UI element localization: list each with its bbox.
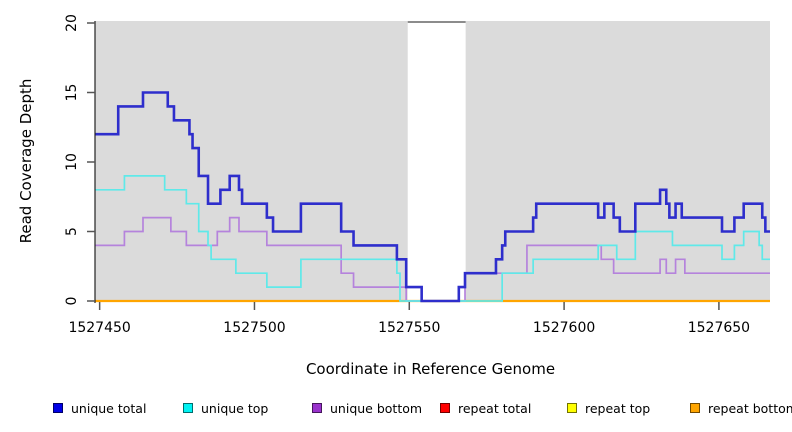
y-tick-label: 20: [64, 14, 80, 32]
x-tick-label: 1527600: [533, 320, 595, 336]
legend-swatch-icon: [183, 403, 193, 413]
x-tick-label: 1527500: [223, 320, 285, 336]
y-tick-label: 10: [64, 153, 80, 171]
legend-label: unique total: [71, 400, 147, 416]
legend-label: unique bottom: [330, 400, 423, 416]
legend-label: repeat bottom: [708, 400, 792, 416]
legend-item-unique-bottom: unique bottom: [312, 398, 422, 418]
series-line-unique-bottom: [95, 216, 770, 302]
legend-swatch-icon: [312, 403, 322, 413]
legend-item-repeat-top: repeat top: [567, 398, 650, 418]
chart-canvas: 0 5 10 15 20 1527450 1527500 1527550 1527600 1527…: [17, 14, 770, 378]
y-tick-label: 0: [64, 297, 80, 306]
legend-swatch-icon: [53, 403, 63, 413]
coverage-gap-band: [407, 21, 466, 301]
y-axis-title: Read Coverage Depth: [17, 79, 35, 244]
x-tick-label: 1527650: [688, 320, 750, 336]
legend-item-unique-top: unique top: [183, 398, 268, 418]
legend: unique total unique top unique bottom repea…: [0, 398, 792, 422]
y-tick-label: 15: [64, 84, 80, 102]
legend-swatch-icon: [690, 403, 700, 413]
legend-swatch-icon: [440, 403, 450, 413]
y-tick-label: 5: [64, 227, 80, 236]
legend-item-repeat-total: repeat total: [440, 398, 531, 418]
legend-label: unique top: [201, 400, 269, 416]
legend-label: repeat top: [585, 400, 651, 416]
legend-swatch-icon: [567, 403, 577, 413]
legend-label: repeat total: [458, 400, 532, 416]
x-tick-label: 1527550: [378, 320, 440, 336]
x-axis-title: Coordinate in Reference Genome: [306, 360, 555, 378]
legend-item-unique-total: unique total: [53, 398, 146, 418]
x-tick-label: 1527450: [68, 320, 130, 336]
series-line-unique-total: [95, 91, 770, 303]
legend-item-repeat-bottom: repeat bottom: [690, 398, 792, 418]
